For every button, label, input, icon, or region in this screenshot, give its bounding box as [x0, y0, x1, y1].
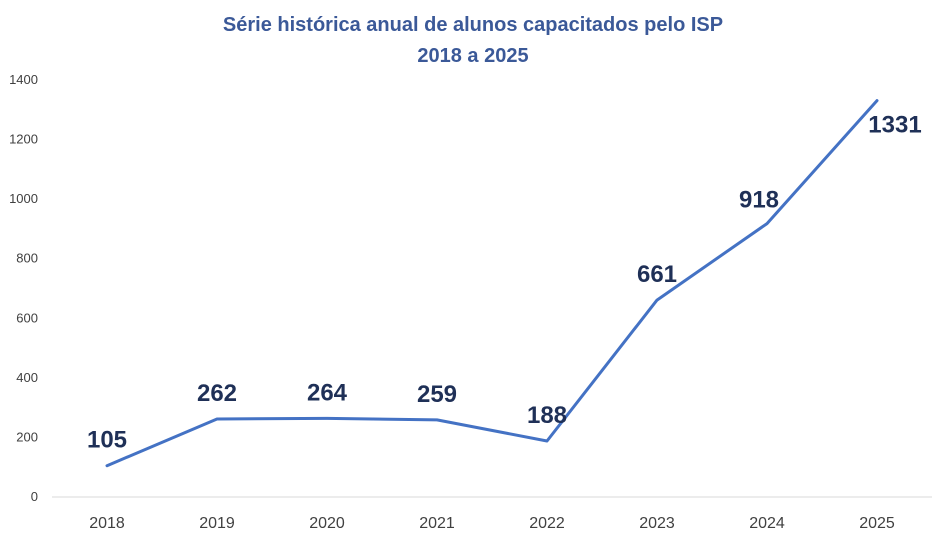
data-label: 918 — [739, 187, 779, 214]
data-label: 188 — [527, 402, 567, 429]
x-tick-label: 2025 — [859, 515, 895, 532]
y-tick-label: 1200 — [9, 132, 38, 147]
y-tick-label: 1000 — [9, 191, 38, 206]
x-tick-label: 2018 — [89, 515, 125, 532]
data-label: 105 — [87, 427, 127, 454]
x-tick-label: 2020 — [309, 515, 345, 532]
y-tick-label: 200 — [16, 429, 38, 444]
x-tick-label: 2022 — [529, 515, 565, 532]
chart-title: Série histórica anual de alunos capacita… — [223, 14, 723, 36]
series-line — [105, 99, 879, 468]
data-label: 1331 — [868, 112, 921, 139]
y-tick-label: 600 — [16, 310, 38, 325]
y-tick-label: 800 — [16, 251, 38, 266]
data-labels: 105 262 264 259 188 661 918 1331 — [87, 112, 922, 454]
y-tick-label: 0 — [31, 489, 38, 504]
data-label: 661 — [637, 261, 677, 288]
data-label: 264 — [307, 379, 348, 406]
y-tick-label: 1400 — [9, 72, 38, 87]
data-label: 262 — [197, 380, 237, 407]
y-axis: 0 200 400 600 800 1000 1200 1400 — [9, 72, 38, 504]
data-label: 259 — [417, 381, 457, 408]
x-axis: 2018 2019 2020 2021 2022 2023 2024 2025 — [52, 496, 932, 532]
series-line-group — [105, 99, 879, 468]
x-tick-label: 2021 — [419, 515, 455, 532]
chart-subtitle: 2018 a 2025 — [417, 45, 528, 67]
x-tick-label: 2023 — [639, 515, 675, 532]
y-tick-label: 400 — [16, 370, 38, 385]
x-tick-label: 2024 — [749, 515, 785, 532]
x-tick-label: 2019 — [199, 515, 235, 532]
